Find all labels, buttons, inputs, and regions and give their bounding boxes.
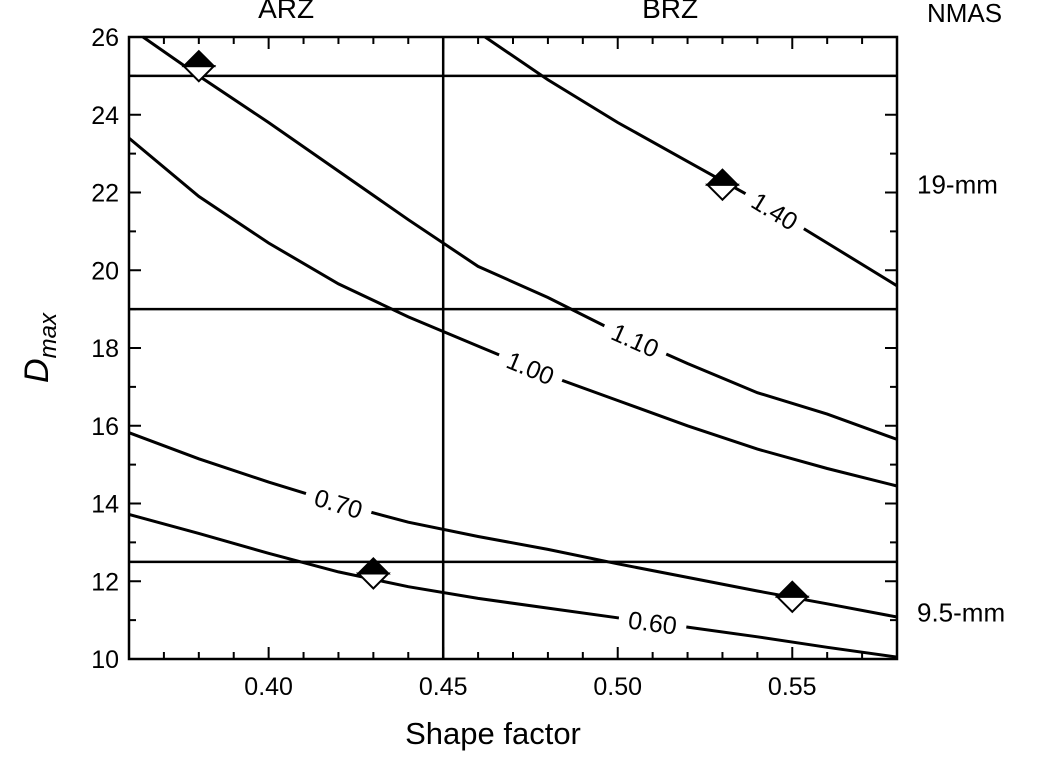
contour-label-background [301,480,376,527]
x-tick-label: 0.55 [768,673,817,701]
contour-label-background [598,313,672,367]
y-tick-label: 24 [91,102,119,130]
contour-line-0-70 [128,431,898,619]
y-tick-labels: 10 12 14 16 18 20 22 24 26 [91,24,119,674]
nmas-title: NMAS [927,0,1002,28]
contour-line-1-40 [484,35,898,288]
contour-label-background [493,341,568,394]
data-markers [181,49,810,614]
y-axis-title-subscript: max [35,312,62,358]
y-tick-label: 12 [91,568,119,596]
data-marker [181,49,217,83]
contour-label-0-70: 0.70 [311,484,366,525]
nmas-label-19mm: 19-mm [917,170,998,200]
nmas-label-9-5mm: 9.5-mm [917,597,1005,627]
contour-line-1-10 [142,35,898,441]
nmas-boundaries [129,74,897,564]
zone-label-arz: ARZ [258,0,314,24]
y-tick-label: 20 [91,257,119,285]
y-tick-label: 16 [91,413,119,441]
y-tick-label: 18 [91,335,119,363]
contour-labels: 0.600.701.001.101.40 [301,181,812,641]
x-tick-label: 0.50 [593,673,642,701]
x-tick-label: 0.40 [244,673,293,701]
contour-label-0-60: 0.60 [626,606,678,640]
y-tick-label: 10 [91,646,119,674]
axis-ticks [128,36,898,660]
data-marker [355,557,391,590]
x-tick-label: 0.45 [419,673,468,701]
x-axis-title: Shape factor [405,716,581,751]
y-tick-label: 26 [91,24,119,52]
contour-label-1-10: 1.10 [607,318,663,363]
y-axis-title: Dmax [18,312,62,383]
y-tick-label: 22 [91,180,119,208]
contour-label-background [617,604,689,641]
x-tick-labels: 0.40 0.45 0.50 0.55 [244,673,816,701]
y-tick-label: 14 [91,491,119,519]
y-axis-title-main: D [18,358,56,383]
zone-label-brz: BRZ [642,0,698,24]
contour-line-0-60 [128,512,898,659]
contour-label-1-00: 1.00 [502,347,558,392]
contour-label-background [738,181,812,241]
data-marker [705,168,740,202]
contour-line-1-00 [128,136,898,488]
data-marker [774,580,810,614]
